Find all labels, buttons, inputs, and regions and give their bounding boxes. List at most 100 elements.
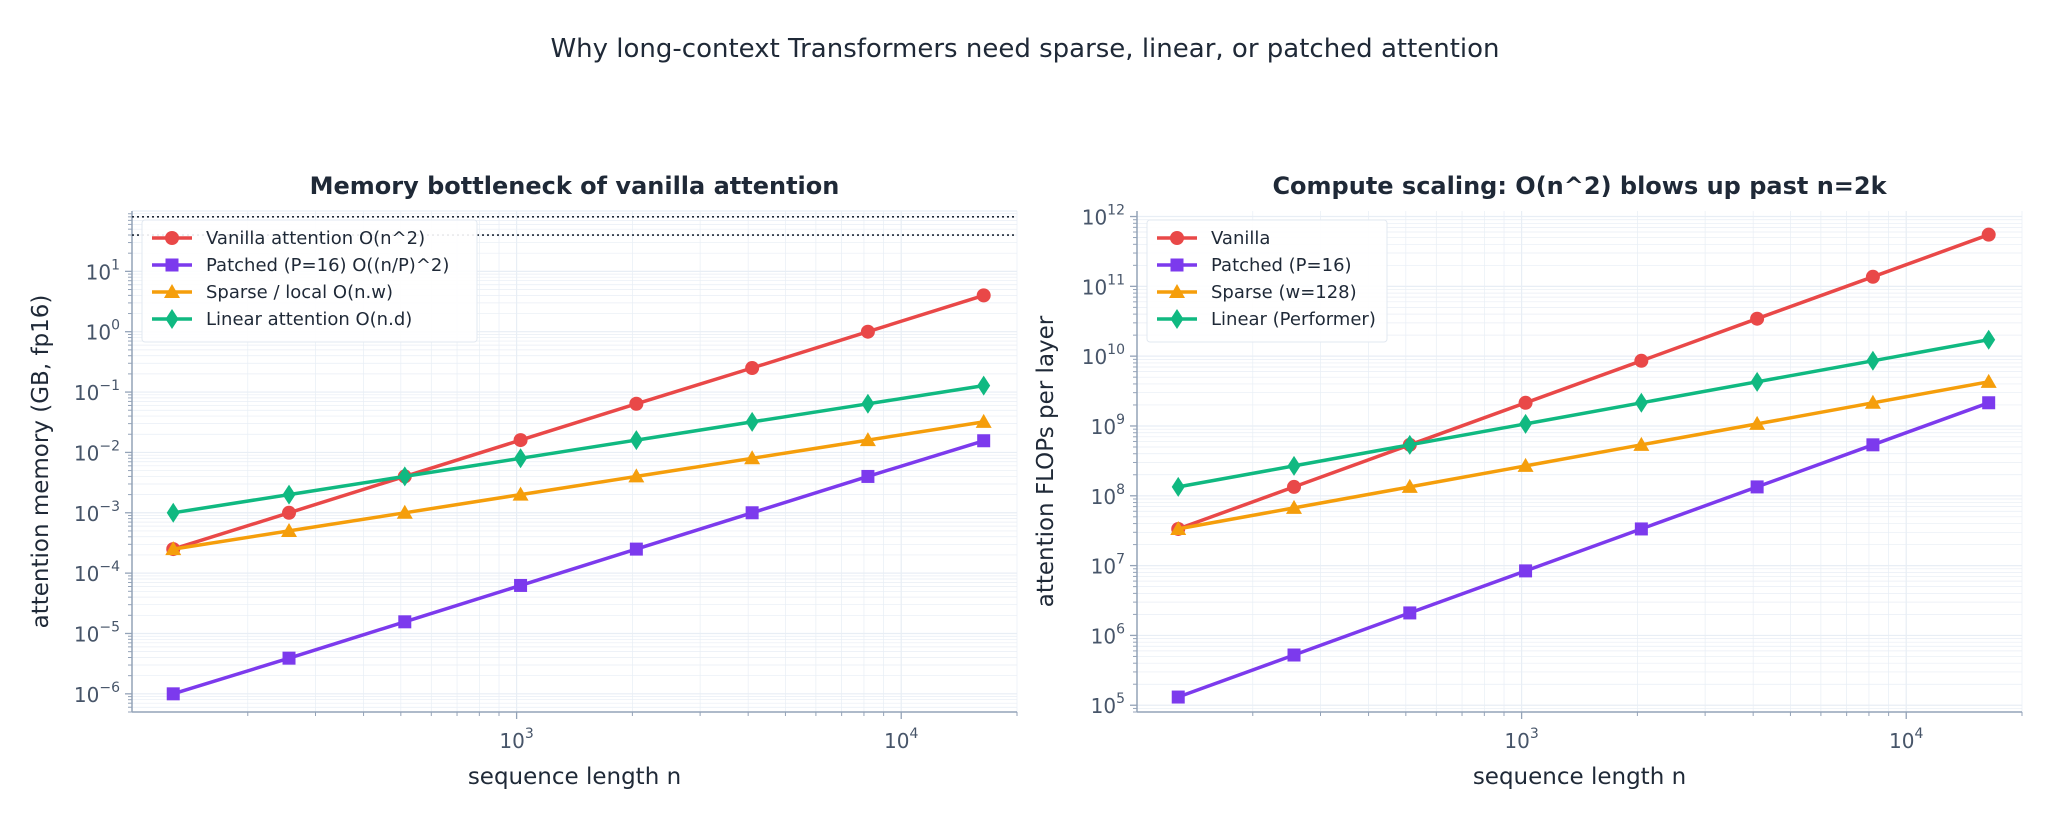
data-point-sparse bbox=[628, 468, 645, 483]
y-axis-label: attention memory (GB, fp16) bbox=[28, 295, 54, 629]
legend-label-vanilla: Vanilla bbox=[1211, 228, 1270, 249]
data-point-vanilla bbox=[1865, 269, 1880, 284]
x-tick-label: 103 bbox=[499, 726, 533, 753]
y-axis-label: attention FLOPs per layer bbox=[1033, 315, 1059, 607]
data-point-linear bbox=[398, 466, 412, 487]
data-point-patched bbox=[629, 542, 643, 556]
y-tick-label: 105 bbox=[1091, 691, 1125, 718]
data-point-linear bbox=[1866, 350, 1880, 371]
legend-label-sparse: Sparse / local O(n.w) bbox=[206, 282, 393, 303]
legend-marker-sparse bbox=[1169, 284, 1185, 298]
y-tick-label: 10−5 bbox=[74, 619, 120, 646]
data-point-patched bbox=[1403, 606, 1417, 620]
y-tick-label: 100 bbox=[86, 318, 120, 345]
data-point-linear bbox=[1403, 434, 1417, 455]
y-tick-label: 10−4 bbox=[74, 559, 120, 586]
data-point-linear bbox=[282, 484, 296, 505]
series-line-patched bbox=[172, 439, 985, 696]
data-point-vanilla bbox=[282, 505, 297, 520]
data-point-patched bbox=[1982, 396, 1996, 410]
y-tick-label: 107 bbox=[1091, 552, 1125, 579]
data-point-sparse bbox=[1286, 499, 1303, 514]
data-point-vanilla bbox=[1518, 395, 1533, 410]
data-point-sparse bbox=[396, 504, 413, 519]
series-line-vanilla bbox=[172, 293, 985, 551]
data-point-linear bbox=[1519, 413, 1533, 434]
data-point-linear bbox=[977, 375, 991, 396]
y-tick-label: 1012 bbox=[1082, 203, 1125, 230]
data-point-linear bbox=[629, 430, 643, 451]
chart-panel-2: 103 104 105 106 107 108 109 1010 1011 1012 Compute… bbox=[1033, 172, 2023, 790]
series-line-linear bbox=[172, 383, 984, 515]
data-point-sparse bbox=[975, 413, 992, 428]
y-tick-label: 10−1 bbox=[74, 378, 120, 405]
data-point-linear bbox=[166, 502, 180, 523]
data-point-vanilla bbox=[1750, 311, 1765, 326]
legend-marker-vanilla bbox=[1170, 231, 1184, 245]
y-tick-label: 109 bbox=[1091, 412, 1125, 439]
legend: Vanilla Patched (P=16) Sparse (w=128) Linea… bbox=[1146, 219, 1388, 343]
legend-label-linear: Linear attention O(n.d) bbox=[206, 309, 412, 330]
data-point-patched bbox=[1750, 480, 1764, 494]
data-point-sparse bbox=[281, 522, 298, 537]
data-point-vanilla bbox=[1981, 227, 1996, 242]
y-tick-label: 1011 bbox=[1082, 272, 1125, 299]
x-tick-label: 104 bbox=[884, 726, 918, 753]
data-point-linear bbox=[861, 393, 875, 414]
figure-title: Why long-context Transformers need spars… bbox=[550, 34, 1499, 64]
legend-label-vanilla: Vanilla attention O(n^2) bbox=[206, 228, 425, 249]
data-point-patched bbox=[745, 506, 759, 520]
panel-title: Compute scaling: O(n^2) blows up past n=… bbox=[1272, 172, 1887, 200]
legend-marker-patched bbox=[165, 258, 179, 272]
data-point-patched bbox=[166, 687, 180, 701]
data-point-vanilla bbox=[976, 288, 991, 303]
legend-box bbox=[1146, 219, 1388, 343]
legend-marker-sparse bbox=[164, 284, 180, 298]
legend-label-sparse: Sparse (w=128) bbox=[1211, 282, 1357, 303]
series-line-patched bbox=[1177, 401, 1990, 699]
data-point-sparse bbox=[1170, 520, 1187, 535]
series-line-sparse bbox=[172, 420, 984, 551]
data-point-sparse bbox=[1517, 457, 1534, 472]
series-sparse bbox=[1170, 373, 1997, 535]
data-point-patched bbox=[514, 578, 528, 592]
data-point-sparse bbox=[1633, 436, 1650, 451]
data-point-linear bbox=[1171, 476, 1185, 497]
legend-marker-linear bbox=[165, 309, 179, 329]
data-point-linear bbox=[745, 411, 759, 432]
series-linear bbox=[1171, 329, 1996, 497]
data-point-vanilla bbox=[1287, 479, 1302, 494]
series-line-vanilla bbox=[1177, 233, 1990, 531]
data-point-linear bbox=[1634, 392, 1648, 413]
y-tick-label: 1010 bbox=[1082, 342, 1125, 369]
legend-marker-linear bbox=[1170, 309, 1184, 329]
chart-panel-1: 103 104 10−6 10−5 10−4 10−3 10−2 10−1 100 101 Memo… bbox=[28, 172, 1018, 790]
series-patched bbox=[166, 434, 991, 701]
legend-marker-vanilla bbox=[165, 231, 179, 245]
data-point-sparse bbox=[165, 541, 182, 556]
y-tick-label: 10−3 bbox=[74, 499, 120, 526]
x-tick-label: 104 bbox=[1889, 726, 1923, 753]
y-tick-label: 101 bbox=[86, 257, 120, 284]
legend-label-linear: Linear (Performer) bbox=[1211, 309, 1376, 330]
data-point-linear bbox=[1287, 455, 1301, 476]
series-vanilla bbox=[1171, 227, 1996, 536]
data-point-vanilla bbox=[629, 396, 644, 411]
data-point-sparse bbox=[1980, 373, 1997, 388]
data-point-sparse bbox=[859, 432, 876, 447]
legend-marker-patched bbox=[1170, 258, 1184, 272]
x-tick-label: 103 bbox=[1504, 726, 1538, 753]
y-tick-label: 10−2 bbox=[74, 438, 120, 465]
data-point-patched bbox=[282, 651, 296, 665]
y-tick-label: 10−6 bbox=[74, 680, 120, 707]
data-point-patched bbox=[1866, 438, 1880, 452]
data-point-linear bbox=[514, 448, 528, 469]
y-tick-label: 106 bbox=[1091, 621, 1125, 648]
data-point-sparse bbox=[1749, 415, 1766, 430]
series-sparse bbox=[165, 413, 992, 556]
data-point-patched bbox=[1519, 564, 1533, 578]
y-tick-label: 108 bbox=[1091, 482, 1125, 509]
data-point-linear bbox=[1982, 329, 1996, 350]
data-point-patched bbox=[1287, 648, 1301, 662]
